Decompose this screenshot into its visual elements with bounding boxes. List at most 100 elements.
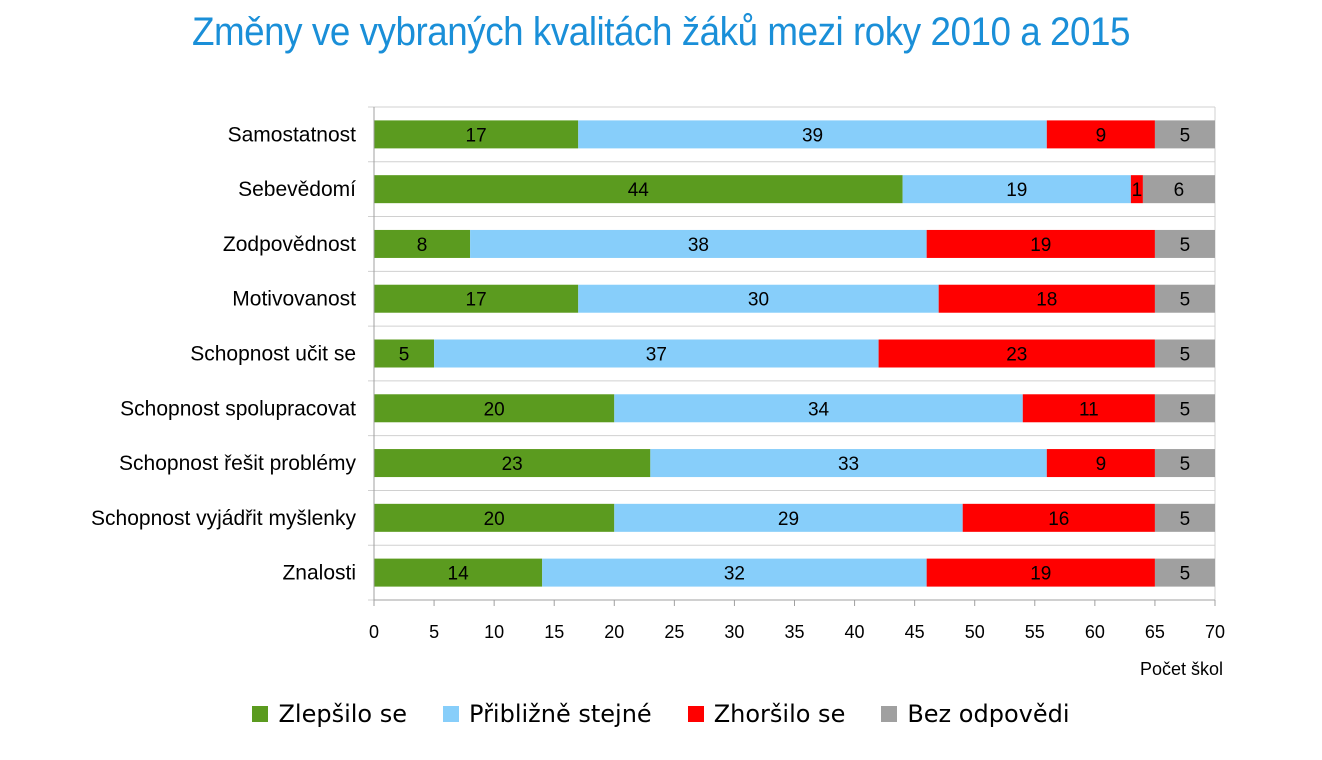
bar-value-label: 1 xyxy=(1132,180,1143,201)
bar-value-label: 17 xyxy=(466,290,487,311)
bar-value-label: 44 xyxy=(628,180,650,201)
bar-value-label: 5 xyxy=(1180,454,1191,475)
bar-value-label: 20 xyxy=(484,509,505,530)
category-label: Schopnost učit se xyxy=(190,343,356,366)
bar-value-label: 5 xyxy=(1180,125,1191,146)
bar-segment xyxy=(578,120,1047,149)
legend-item: Bez odpovědi xyxy=(881,700,1070,728)
bar-value-label: 20 xyxy=(484,399,505,420)
bar-segment xyxy=(1142,175,1215,204)
bar-segment xyxy=(374,558,543,587)
bar-value-label: 17 xyxy=(466,125,487,146)
bar-value-label: 5 xyxy=(1180,290,1191,311)
category-label: Zodpovědnost xyxy=(223,233,356,256)
legend-item: Zhoršilo se xyxy=(687,700,846,728)
bar-value-label: 5 xyxy=(1180,345,1191,366)
legend-item: Přibližně stejné xyxy=(443,700,652,728)
legend-label: Bez odpovědi xyxy=(907,700,1070,728)
bar-value-label: 19 xyxy=(1030,564,1051,585)
legend-swatch xyxy=(687,706,704,722)
bar-segment xyxy=(1154,503,1215,532)
bar-value-label: 30 xyxy=(748,290,769,311)
bar-value-label: 18 xyxy=(1036,290,1057,311)
x-tick-label: 35 xyxy=(784,622,804,642)
x-tick-label: 15 xyxy=(544,622,564,642)
bar-value-label: 34 xyxy=(808,399,830,420)
bar-segment xyxy=(434,339,879,368)
bar-value-label: 14 xyxy=(448,564,470,585)
bar-value-label: 11 xyxy=(1079,399,1099,420)
bar-value-label: 5 xyxy=(1180,564,1191,585)
bar-segment xyxy=(1154,394,1215,423)
bar-segment xyxy=(938,284,1155,313)
legend-label: Přibližně stejné xyxy=(469,700,652,728)
bar-value-label: 19 xyxy=(1006,180,1027,201)
x-tick-label: 40 xyxy=(845,622,865,642)
bar-value-label: 33 xyxy=(838,454,859,475)
bar-value-label: 5 xyxy=(1180,509,1191,530)
x-tick-label: 60 xyxy=(1085,622,1105,642)
bar-value-label: 16 xyxy=(1048,509,1069,530)
bar-segment xyxy=(902,175,1131,204)
bar-segment xyxy=(1022,394,1155,423)
bar-segment xyxy=(926,558,1155,587)
bar-value-label: 5 xyxy=(1180,235,1191,256)
category-label: Schopnost spolupracovat xyxy=(120,397,356,420)
category-label: Samostatnost xyxy=(228,123,357,146)
x-tick-label: 65 xyxy=(1145,622,1165,642)
bar-segment xyxy=(374,284,579,313)
bar-segment xyxy=(1154,284,1215,313)
legend-swatch xyxy=(881,706,898,722)
bar-segment xyxy=(1154,449,1215,478)
category-label: Znalosti xyxy=(282,562,356,585)
bar-segment xyxy=(374,229,471,258)
legend: Zlepšilo se Přibližně stejné Zhoršilo se Be… xyxy=(0,700,1322,728)
category-label: Motivovanost xyxy=(232,288,356,311)
bar-segment xyxy=(1154,120,1215,149)
x-tick-label: 20 xyxy=(604,622,624,642)
bar-value-label: 32 xyxy=(724,564,745,585)
chart-title: Změny ve vybraných kvalitách žáků mezi r… xyxy=(191,10,1131,54)
bar-segment xyxy=(1130,175,1143,204)
bar-value-label: 8 xyxy=(417,235,428,256)
bar-segment xyxy=(614,503,963,532)
bar-segment xyxy=(1154,558,1215,587)
x-tick-label: 45 xyxy=(905,622,925,642)
bar-value-label: 6 xyxy=(1174,180,1185,201)
bar-segment xyxy=(542,558,927,587)
bar-value-label: 39 xyxy=(802,125,823,146)
bar-segment xyxy=(374,394,615,423)
bar-segment xyxy=(374,503,615,532)
bar-segment xyxy=(1046,120,1155,149)
x-tick-label: 50 xyxy=(965,622,985,642)
x-tick-label: 0 xyxy=(369,622,379,642)
bar-segment xyxy=(374,120,579,149)
bar-value-label: 9 xyxy=(1096,125,1107,146)
bar-segment xyxy=(878,339,1155,368)
legend-label: Zhoršilo se xyxy=(713,700,846,728)
bar-segment xyxy=(650,449,1047,478)
x-axis-title: Počet škol xyxy=(1140,659,1223,679)
bar-value-label: 5 xyxy=(399,345,410,366)
x-tick-label: 10 xyxy=(484,622,504,642)
bar-value-label: 5 xyxy=(1180,399,1191,420)
bar-segment xyxy=(1154,229,1215,258)
x-tick-label: 70 xyxy=(1205,622,1225,642)
bar-segment xyxy=(1154,339,1215,368)
x-tick-label: 55 xyxy=(1025,622,1045,642)
legend-swatch xyxy=(252,706,269,722)
bar-segment xyxy=(962,503,1155,532)
bar-value-label: 29 xyxy=(778,509,799,530)
legend-swatch xyxy=(443,706,460,722)
bar-value-label: 38 xyxy=(688,235,709,256)
bar-segment xyxy=(374,449,651,478)
x-tick-label: 30 xyxy=(724,622,744,642)
legend-label: Zlepšilo se xyxy=(278,700,408,728)
category-label: Sebevědomí xyxy=(238,178,356,201)
bar-segment xyxy=(614,394,1023,423)
bar-value-label: 9 xyxy=(1096,454,1107,475)
bar-value-label: 19 xyxy=(1030,235,1051,256)
bar-segment xyxy=(374,175,903,204)
x-tick-label: 5 xyxy=(429,622,439,642)
